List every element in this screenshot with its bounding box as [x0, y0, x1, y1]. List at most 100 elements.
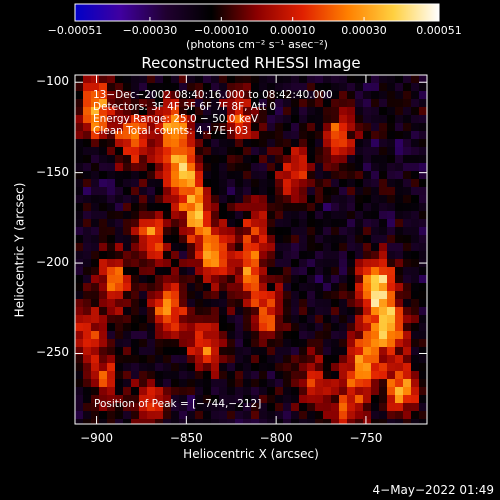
heatmap-cell [123, 171, 131, 179]
heatmap-cell [307, 259, 315, 267]
heatmap-cell [147, 347, 155, 355]
heatmap-cell [75, 203, 83, 211]
heatmap-cell [123, 419, 131, 424]
heatmap-cell [203, 339, 211, 347]
heatmap-cell [99, 235, 107, 243]
heatmap-cell [83, 75, 91, 83]
heatmap-cell [99, 259, 107, 267]
heatmap-cell [171, 211, 179, 219]
heatmap-cell [171, 147, 179, 155]
heatmap-cell [307, 163, 315, 171]
heatmap-cell [347, 315, 355, 323]
heatmap-cell [251, 267, 259, 275]
heatmap-cell [363, 299, 371, 307]
heatmap-cell [331, 235, 339, 243]
heatmap-cell [147, 259, 155, 267]
heatmap-cell [163, 203, 171, 211]
heatmap-cell [131, 75, 139, 83]
heatmap-cell [179, 99, 187, 107]
heatmap-cell [91, 115, 99, 123]
heatmap-cell [259, 371, 267, 379]
heatmap-cell [115, 115, 123, 123]
heatmap-cell [347, 179, 355, 187]
heatmap-cell [275, 115, 283, 123]
heatmap-cell [163, 267, 171, 275]
heatmap-cell [203, 131, 211, 139]
heatmap-cell [91, 299, 99, 307]
heatmap-cell [123, 75, 131, 83]
heatmap-cell [419, 195, 427, 203]
heatmap-cell [187, 155, 195, 163]
heatmap-cell [315, 75, 323, 83]
heatmap-cell [219, 307, 227, 315]
heatmap-cell [91, 99, 99, 107]
heatmap-cell [259, 275, 267, 283]
heatmap-cell [235, 155, 243, 163]
heatmap-cell [187, 123, 195, 131]
heatmap-cell [235, 259, 243, 267]
heatmap-cell [339, 171, 347, 179]
heatmap-cell [99, 75, 107, 83]
heatmap-cell [203, 371, 211, 379]
heatmap-cell [267, 411, 275, 419]
heatmap-cell [195, 387, 203, 395]
heatmap-cell [123, 363, 131, 371]
heatmap-cell [299, 283, 307, 291]
heatmap-cell [147, 147, 155, 155]
heatmap-cell [275, 267, 283, 275]
heatmap-cell [91, 355, 99, 363]
heatmap-cell [315, 259, 323, 267]
heatmap-cell [211, 139, 219, 147]
heatmap-cell [179, 115, 187, 123]
heatmap-cell [307, 275, 315, 283]
heatmap-cell [419, 99, 427, 107]
heatmap-cell [275, 307, 283, 315]
heatmap-cell [411, 195, 419, 203]
heatmap-cell [307, 315, 315, 323]
heatmap-cell [283, 371, 291, 379]
heatmap-cell [123, 387, 131, 395]
heatmap-cell [195, 347, 203, 355]
heatmap-cell [395, 307, 403, 315]
heatmap-cell [123, 179, 131, 187]
heatmap-cell [171, 395, 179, 403]
heatmap-cell [155, 419, 163, 424]
heatmap-cell [291, 291, 299, 299]
heatmap-cell [227, 75, 235, 83]
heatmap-cell [219, 363, 227, 371]
heatmap-cell [195, 315, 203, 323]
heatmap-cell [299, 363, 307, 371]
heatmap-cell [99, 115, 107, 123]
heatmap-cell [315, 163, 323, 171]
heatmap-cell [323, 163, 331, 171]
annotation-energy-range: Energy Range: 25.0 − 50.0 keV [93, 113, 259, 125]
heatmap-cell [355, 363, 363, 371]
heatmap-cell [403, 315, 411, 323]
heatmap-cell [331, 331, 339, 339]
heatmap-cell [307, 323, 315, 331]
heatmap-cell [291, 235, 299, 243]
heatmap-cell [155, 131, 163, 139]
heatmap-cell [419, 363, 427, 371]
heatmap-cell [299, 291, 307, 299]
heatmap-cell [379, 219, 387, 227]
heatmap-cell [219, 387, 227, 395]
heatmap-cell [187, 387, 195, 395]
heatmap-cell [411, 363, 419, 371]
heatmap-cell [171, 387, 179, 395]
heatmap-cell [371, 395, 379, 403]
heatmap-cell [411, 139, 419, 147]
heatmap-cell [363, 179, 371, 187]
heatmap-cell [211, 419, 219, 424]
heatmap-cell [379, 163, 387, 171]
heatmap-cell [411, 347, 419, 355]
heatmap-cell [131, 195, 139, 203]
heatmap-cell [291, 195, 299, 203]
heatmap-cell [179, 299, 187, 307]
heatmap-cell [379, 139, 387, 147]
heatmap-cell [179, 387, 187, 395]
heatmap-cell [395, 283, 403, 291]
heatmap-cell [283, 219, 291, 227]
heatmap-cell [243, 259, 251, 267]
